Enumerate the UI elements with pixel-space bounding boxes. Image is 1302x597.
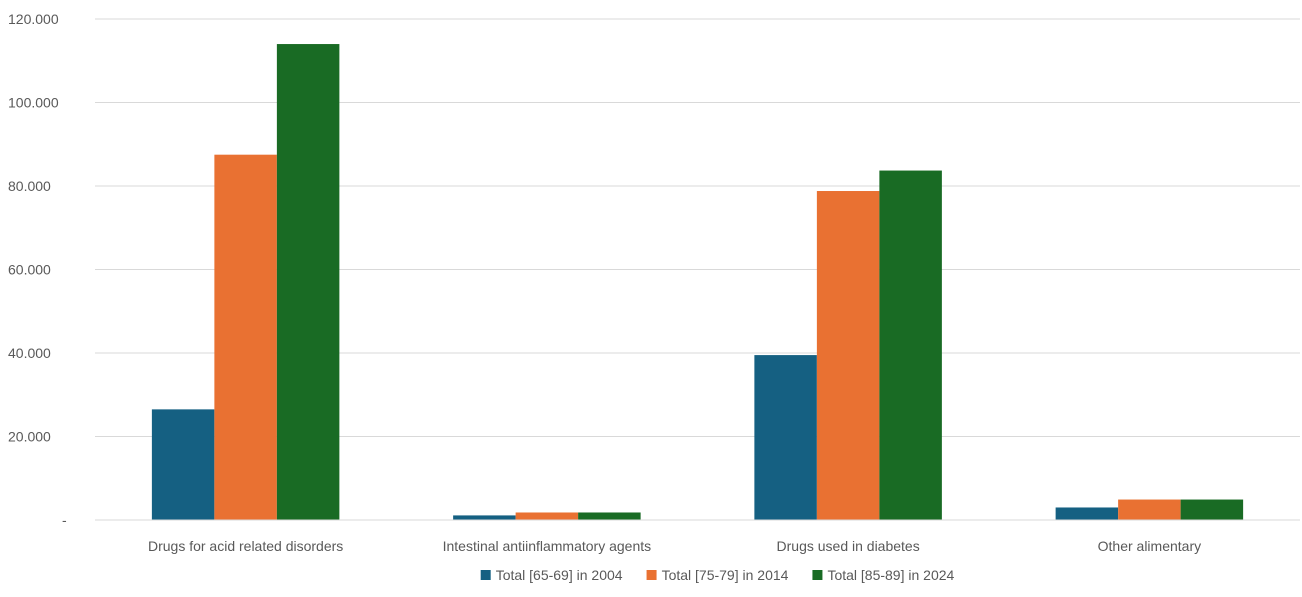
bar xyxy=(578,512,641,520)
bar xyxy=(879,170,942,521)
y-tick-label: 40.000 xyxy=(8,345,51,361)
bars xyxy=(151,44,1244,521)
x-tick-label: Drugs for acid related disorders xyxy=(148,538,343,554)
bar xyxy=(276,44,340,521)
x-tick-label: Drugs used in diabetes xyxy=(777,538,920,554)
bar xyxy=(754,355,817,520)
bar xyxy=(816,191,880,520)
legend-label: Total [85-89] in 2024 xyxy=(827,567,954,583)
bar xyxy=(1118,499,1181,520)
y-tick-label: 80.000 xyxy=(8,178,51,194)
bar xyxy=(515,512,579,520)
bar xyxy=(453,515,516,520)
bar xyxy=(1180,499,1244,520)
legend-swatch xyxy=(480,570,491,580)
legend-swatch xyxy=(812,570,823,580)
y-tick-label: 120.000 xyxy=(8,11,59,27)
x-tick-label: Other alimentary xyxy=(1098,538,1201,554)
legend-label: Total [65-69] in 2004 xyxy=(496,567,623,583)
y-tick-label: 60.000 xyxy=(8,262,51,278)
bar xyxy=(214,154,277,520)
legend-label: Total [75-79] in 2014 xyxy=(662,567,789,583)
bar xyxy=(1055,507,1119,520)
y-tick-label: 100.000 xyxy=(8,95,59,111)
y-tick-label: - xyxy=(62,512,67,528)
bar xyxy=(151,409,215,520)
legend-swatch xyxy=(646,570,657,580)
y-tick-label: 20.000 xyxy=(8,429,51,445)
x-tick-label: Intestinal antiinflammatory agents xyxy=(443,538,652,554)
legend: Total [65-69] in 2004 Total [75-79] in 20… xyxy=(480,567,955,583)
axes: - 20.000 40.000 60.000 80.000 100.000 120.000 D… xyxy=(8,11,1300,554)
